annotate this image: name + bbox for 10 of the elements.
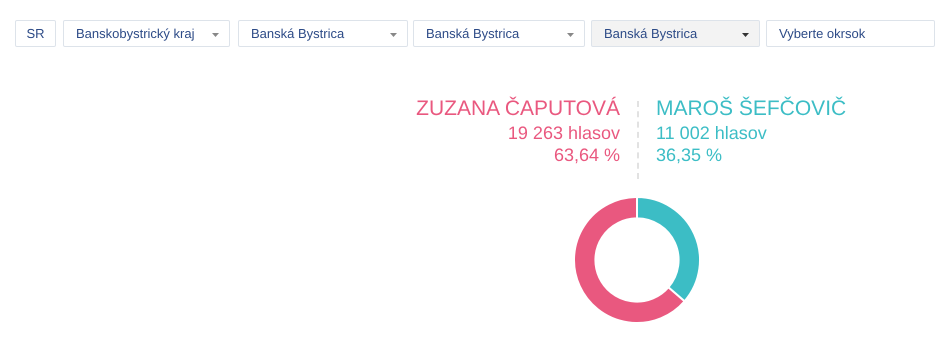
text: Vyberte okrsok	[779, 26, 866, 41]
text: SR	[26, 26, 45, 41]
data-label: 19 263 hlasov 63,64 %	[506, 122, 620, 166]
text: Banská Bystrica	[426, 26, 520, 41]
text: Banskobystrický kraj	[76, 26, 194, 41]
text: Banská Bystrica	[604, 26, 698, 41]
slice-label: MAROŠ ŠEFČOVIČ	[656, 96, 846, 122]
text: Banská Bystrica	[251, 26, 344, 41]
data-label: 11 002 hlasov 36,35 %	[656, 122, 768, 166]
slice-label: ZUZANA ČAPUTOVÁ	[416, 96, 620, 122]
